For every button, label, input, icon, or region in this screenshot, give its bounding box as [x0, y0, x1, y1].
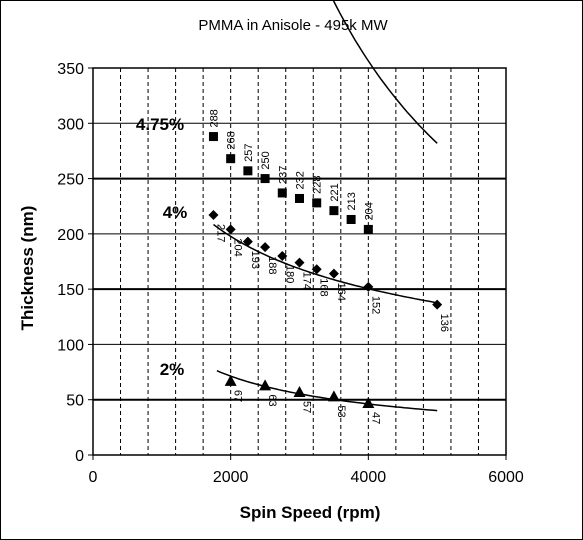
data-label: 217: [214, 224, 226, 242]
x-tick-label: 0: [89, 469, 98, 486]
data-label: 180: [283, 265, 295, 283]
data-label: 136: [438, 314, 450, 332]
data-point-square: [226, 154, 236, 164]
series-label: 2%: [160, 360, 185, 379]
data-labels: 288 268 257 250 237 232 228 221 213 204 4.75% 217 20…: [136, 109, 450, 424]
data-point-triangle: [259, 379, 272, 391]
y-tick-label: 0: [75, 448, 84, 465]
y-tick-label: 100: [57, 337, 84, 354]
y-tick-label: 250: [57, 172, 84, 189]
y-axis-title: Thickness (nm): [18, 206, 37, 331]
x-tick-label: 2000: [213, 469, 249, 486]
trend-lines: [213, 0, 438, 412]
trend-line: [216, 370, 438, 412]
gridlines: [88, 67, 507, 460]
data-point-square: [243, 166, 253, 176]
data-label: 63: [266, 394, 278, 406]
data-point-square: [329, 206, 339, 216]
data-point-triangle: [362, 397, 375, 409]
data-point-diamond: [208, 210, 219, 221]
data-label: 257: [243, 143, 255, 161]
data-point-diamond: [260, 242, 271, 253]
data-point-square: [208, 132, 218, 142]
data-label: 193: [249, 251, 261, 269]
data-label: 221: [329, 183, 341, 201]
data-point-square: [277, 188, 287, 198]
x-axis-title: Spin Speed (rpm): [240, 503, 381, 522]
trend-line: [213, 223, 438, 304]
data-point-triangle: [327, 390, 340, 402]
x-tick-label: 4000: [351, 469, 387, 486]
y-tick-label: 350: [57, 61, 84, 78]
data-label: 204: [363, 202, 375, 220]
data-label: 250: [260, 151, 272, 169]
data-label: 47: [369, 412, 381, 424]
data-point-diamond: [311, 264, 322, 275]
data-label: 174: [301, 272, 313, 290]
data-label: 204: [232, 238, 244, 256]
data-point-diamond: [225, 224, 236, 235]
data-point-triangle: [293, 385, 306, 397]
data-point-diamond: [432, 299, 443, 310]
data-label: 168: [318, 278, 330, 296]
series-label: 4.75%: [136, 115, 184, 134]
data-point-square: [363, 224, 373, 234]
data-point-diamond: [328, 268, 339, 279]
data-point-diamond: [294, 257, 305, 268]
y-tick-label: 150: [57, 282, 84, 299]
data-point-triangle: [224, 374, 237, 386]
data-label: 188: [266, 256, 278, 274]
plot-border: [92, 67, 507, 456]
data-point-square: [260, 174, 270, 184]
data-point-square: [312, 198, 322, 208]
data-label: 232: [295, 171, 307, 189]
data-label: 152: [369, 296, 381, 314]
y-tick-label: 300: [57, 116, 84, 133]
data-point-diamond: [277, 250, 288, 261]
data-point-diamond: [242, 236, 253, 247]
data-point-diamond: [363, 281, 374, 292]
data-point-square: [295, 193, 304, 203]
data-label: 213: [346, 192, 358, 210]
series-label: 4%: [163, 203, 188, 222]
data-label: 228: [312, 176, 324, 194]
data-label: 164: [335, 283, 347, 301]
tick-labels: 0 50 100 150 200 250 300 350 0 2000 4000 6000: [57, 61, 524, 486]
data-label: 237: [277, 166, 289, 184]
y-tick-label: 200: [57, 227, 84, 244]
data-label: 268: [226, 131, 238, 149]
data-points: [208, 132, 443, 409]
trend-line: [332, 0, 438, 144]
chart-title: PMMA in Anisole - 495k MW: [198, 17, 388, 34]
data-point-square: [346, 214, 356, 224]
data-label: 288: [208, 109, 220, 127]
x-tick-label: 6000: [488, 469, 524, 486]
data-label: 57: [301, 401, 313, 413]
data-label: 53: [335, 405, 347, 417]
y-tick-label: 50: [66, 393, 84, 410]
data-label: 67: [232, 390, 244, 402]
